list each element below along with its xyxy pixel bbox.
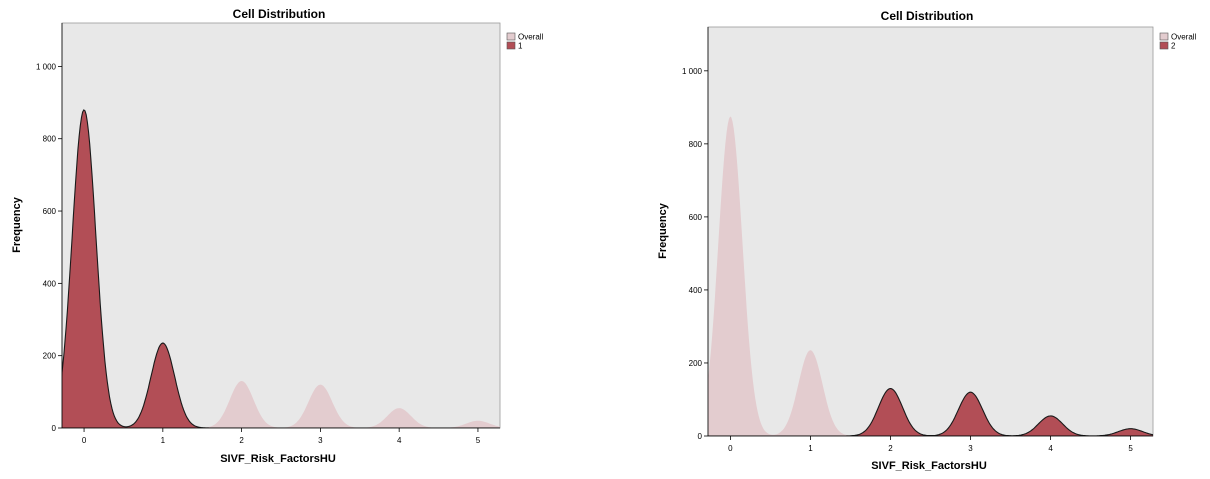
y-axis-label: Frequency — [657, 202, 669, 259]
chart-svg: 0 200 400 600 800 1 000 0 1 2 3 4 5 Cell Distributio… — [657, 9, 1197, 472]
y-tick-label: 1 000 — [36, 62, 57, 71]
series-area-1 — [62, 109, 500, 428]
x-tick-label: 3 — [968, 444, 973, 453]
chart-panel-2: 0 200 400 600 800 1 000 0 1 2 3 4 5 Cell Distributio… — [650, 0, 1210, 479]
y-tick-label: 1 000 — [682, 67, 703, 76]
x-tick-label: 1 — [161, 436, 166, 445]
legend-swatch — [506, 41, 516, 50]
y-tick-label: 200 — [689, 359, 703, 368]
legend-swatch — [1159, 41, 1169, 50]
x-axis-label: SIVF_Risk_FactorsHU — [871, 460, 987, 472]
y-tick-label: 400 — [689, 286, 703, 295]
x-tick-label: 4 — [1048, 444, 1053, 453]
legend-label: 1 — [518, 42, 523, 51]
x-tick-label: 5 — [1128, 444, 1133, 453]
legend-swatch — [506, 32, 516, 41]
series-area-overall — [708, 116, 1153, 436]
legend-label: Overall — [518, 33, 544, 42]
y-tick-label: 200 — [43, 352, 57, 361]
x-tick-label: 2 — [239, 436, 244, 445]
x-tick-label: 4 — [397, 436, 402, 445]
y-tick-label: 0 — [698, 432, 703, 441]
y-axis-label: Frequency — [11, 196, 23, 253]
y-tick-label: 600 — [43, 207, 57, 216]
series-group — [62, 109, 500, 428]
y-tick-label: 600 — [689, 213, 703, 222]
plot-area — [61, 22, 501, 429]
y-tick-label: 400 — [43, 279, 57, 288]
chart-title: Cell Distribution — [233, 7, 326, 21]
chart-title: Cell Distribution — [881, 9, 974, 23]
y-tick-label: 800 — [689, 140, 703, 149]
x-tick-label: 0 — [728, 444, 733, 453]
x-tick-label: 2 — [888, 444, 893, 453]
chart-svg: 0 200 400 600 800 1 000 0 1 2 3 4 5 Cell Distributio… — [11, 7, 544, 465]
legend-label: 2 — [1171, 42, 1176, 51]
legend-swatch — [1159, 32, 1169, 41]
legend-label: Overall — [1171, 33, 1197, 42]
y-tick-label: 0 — [52, 424, 57, 433]
y-tick-label: 800 — [43, 135, 57, 144]
x-axis-label: SIVF_Risk_FactorsHU — [220, 453, 336, 465]
plot-area — [707, 26, 1154, 437]
x-tick-label: 5 — [476, 436, 481, 445]
x-tick-label: 3 — [318, 436, 323, 445]
x-tick-label: 0 — [82, 436, 87, 445]
x-tick-label: 1 — [808, 444, 813, 453]
chart-panel-1: 0 200 400 600 800 1 000 0 1 2 3 4 5 Cell Distributio… — [0, 0, 560, 479]
